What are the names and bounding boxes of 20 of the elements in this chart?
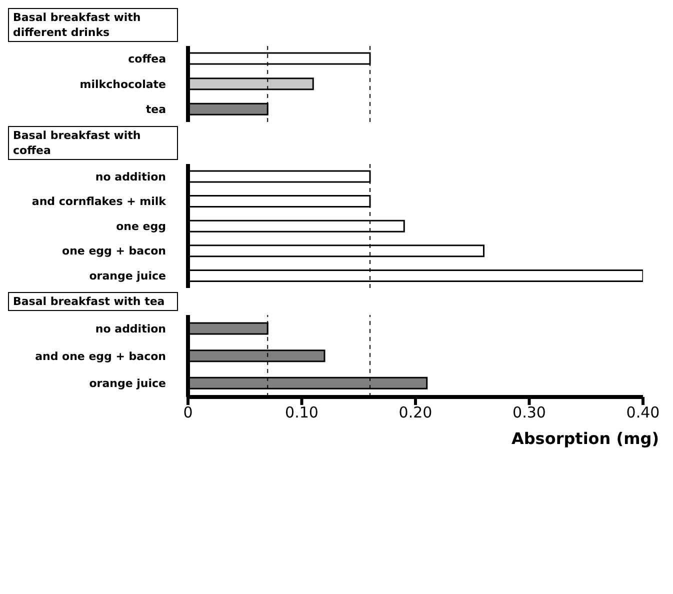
x-tick-label: 0.10	[285, 404, 318, 422]
x-axis-title: Absorption (mg)	[510, 429, 660, 448]
y-tick-label: no addition	[95, 322, 166, 336]
x-tick-label: 0.40	[626, 404, 660, 422]
text: Basal breakfast with tea	[8, 292, 178, 311]
y-tick-label: coffea	[128, 52, 166, 66]
text: Basal breakfast with different drinks	[8, 8, 178, 42]
y-tick-label: milkchocolate	[80, 78, 166, 91]
y-tick-label: and one egg + bacon	[35, 350, 166, 363]
y-tick-label: orange juice	[89, 377, 166, 390]
y-tick-label: one egg	[116, 220, 166, 233]
x-tick-label: 0.20	[398, 404, 432, 422]
x-tick-label: 0	[183, 404, 193, 422]
x-tick-label: 0.30	[512, 404, 546, 422]
y-tick-label: orange juice	[89, 270, 166, 283]
text: Basal breakfast with coffea	[8, 126, 178, 160]
y-tick-label: one egg + bacon	[62, 244, 166, 258]
y-tick-label: and cornflakes + milk	[32, 195, 167, 208]
y-tick-label: no addition	[95, 170, 166, 184]
y-tick-label: tea	[146, 103, 166, 116]
